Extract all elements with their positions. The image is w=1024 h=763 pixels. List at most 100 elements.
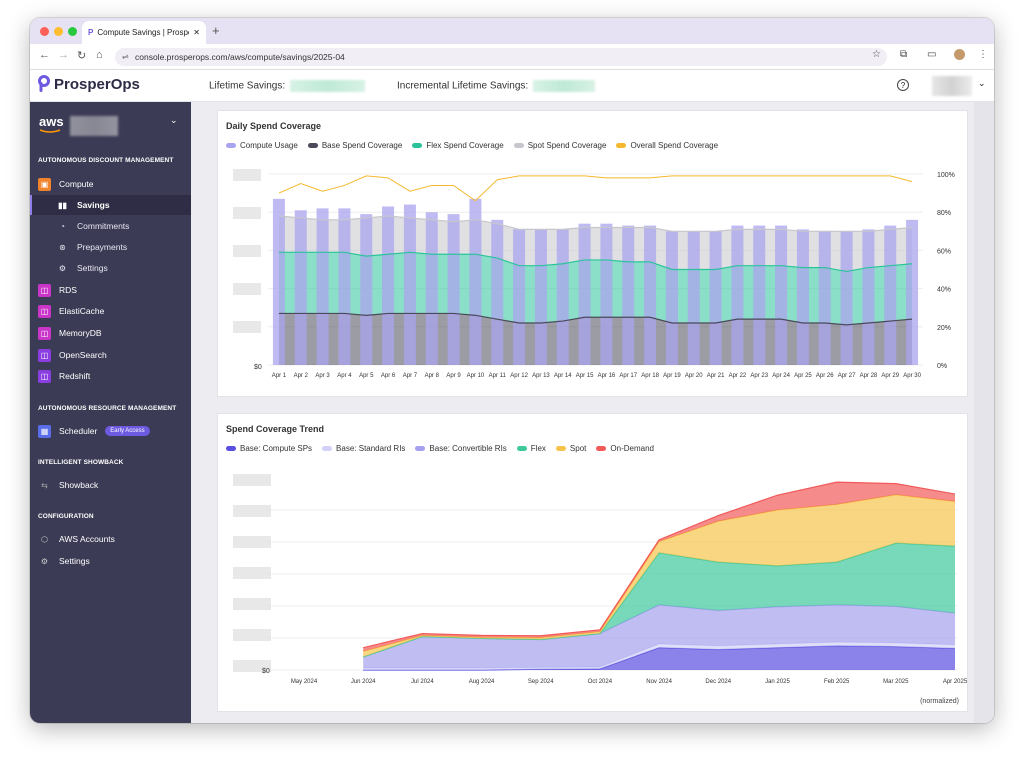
section-discount-management: AUTONOMOUS DISCOUNT MANAGEMENT <box>38 157 174 164</box>
main-content: Daily Spend Coverage Compute Usage Base S… <box>191 102 994 723</box>
sidebar-item-redshift[interactable]: ◫ Redshift <box>38 368 90 384</box>
sidebar-item-commitments[interactable]: ◔ Commitments <box>56 218 129 234</box>
spot-area <box>363 494 955 657</box>
maximize-window-icon[interactable] <box>68 27 77 36</box>
sidebar-item-aws-accounts[interactable]: ⬡ AWS Accounts <box>38 531 115 547</box>
legend-item-base-convertible-ris[interactable]: Base: Convertible RIs <box>415 444 507 453</box>
close-window-icon[interactable] <box>40 27 49 36</box>
new-tab-icon[interactable]: + <box>212 23 220 38</box>
compute-usage-bar <box>534 229 547 365</box>
y-axis-tick-label: 0% <box>937 363 947 370</box>
x-axis-tick-label: Apr 18 <box>641 373 659 379</box>
user-account-redacted[interactable] <box>932 76 972 96</box>
compute-usage-bar <box>578 223 591 365</box>
legend-item-flex[interactable]: Flex <box>516 444 546 453</box>
legend-item-overall-spend-coverage[interactable]: Overall Spend Coverage <box>616 141 718 150</box>
x-axis-tick-label: Apr 10 <box>467 373 485 379</box>
x-axis-tick-label: Mar 2025 <box>883 679 909 685</box>
x-axis-tick-label: Apr 22 <box>729 373 747 379</box>
sidebar: aws ⌄ AUTONOMOUS DISCOUNT MANAGEMENT ▣ C… <box>30 102 191 723</box>
legend-item-base-standard-ris[interactable]: Base: Standard RIs <box>322 444 405 453</box>
legend-item-base-compute-sps[interactable]: Base: Compute SPs <box>226 444 312 453</box>
sidebar-item-showback[interactable]: ⇆ Showback <box>38 477 98 493</box>
legend-item-flex-spend-coverage[interactable]: Flex Spend Coverage <box>412 141 504 150</box>
sidebar-item-label: OpenSearch <box>59 350 107 360</box>
address-bar-row: ← → ↻ ⌂ ⇌ console.prosperops.com/aws/com… <box>30 44 994 70</box>
account-chevron-down-icon[interactable]: ⌄ <box>170 115 178 125</box>
home-icon[interactable]: ⌂ <box>96 49 103 61</box>
x-axis-tick-label: Apr 26 <box>816 373 834 379</box>
sidebar-item-elasticache[interactable]: ◫ ElastiCache <box>38 303 104 319</box>
incremental-savings: Incremental Lifetime Savings: <box>397 80 595 92</box>
browser-window: P Compute Savings | ProsperOps ✕ + ← → ↻… <box>30 18 994 723</box>
sidebar-item-rds[interactable]: ◫ RDS <box>38 282 77 298</box>
x-axis-tick-label: Jun 2024 <box>351 679 376 685</box>
sidebar-item-settings[interactable]: ⚙ Settings <box>38 553 90 569</box>
compute-icon: ▣ <box>38 177 51 191</box>
x-axis-tick-label: Apr 9 <box>446 373 461 379</box>
base-standard-ris-area <box>363 642 955 670</box>
forward-icon[interactable]: → <box>58 49 69 61</box>
compute-usage-bar <box>796 229 809 365</box>
compute-usage-bar <box>272 198 285 365</box>
legend-swatch <box>513 143 524 148</box>
legend-item-spot[interactable]: Spot <box>555 444 586 453</box>
compute-usage-bar <box>338 208 351 365</box>
x-axis-tick-label: Apr 23 <box>750 373 768 379</box>
bookmark-star-icon[interactable]: ☆ <box>872 49 881 60</box>
browser-tab[interactable]: P Compute Savings | ProsperOps ✕ <box>82 21 206 44</box>
on-demand-line <box>363 481 956 649</box>
legend-label: Compute Usage <box>240 141 298 150</box>
x-axis-tick-label: Apr 7 <box>403 373 418 379</box>
minimize-window-icon[interactable] <box>54 27 63 36</box>
sidebar-item-label: Showback <box>59 480 99 490</box>
compute-usage-bar <box>491 219 504 365</box>
compute-usage-bar <box>665 231 678 365</box>
x-axis-tick-label: Oct 2024 <box>588 679 613 685</box>
url-field[interactable]: ⇌ console.prosperops.com/aws/compute/sav… <box>115 48 887 66</box>
compute-usage-bar <box>884 225 897 365</box>
spend-coverage-trend-chart: $0 May 2024 Jun 2024 Jul 2024 Aug 2024 Sep 20… <box>233 474 968 685</box>
profile-avatar[interactable] <box>954 49 965 60</box>
sidebar-item-compute[interactable]: ▣ Compute <box>38 176 94 192</box>
prosperops-favicon-icon: P <box>88 28 94 37</box>
site-info-icon[interactable]: ⇌ <box>122 52 129 61</box>
legend-swatch <box>516 446 527 451</box>
overall-spend-coverage-line <box>278 175 913 202</box>
chart-legend: Compute Usage Base Spend Coverage Flex Spe… <box>226 141 718 150</box>
x-axis-tick-label: Apr 24 <box>772 373 790 379</box>
close-tab-icon[interactable]: ✕ <box>193 28 200 37</box>
browser-menu-icon[interactable]: ⋮ <box>978 49 988 60</box>
sidebar-item-prepayments[interactable]: ⊛ Prepayments <box>56 239 127 255</box>
legend-item-compute-usage[interactable]: Compute Usage <box>226 141 298 150</box>
reload-icon[interactable]: ↻ <box>77 50 87 62</box>
x-axis-tick-label: Apr 14 <box>554 373 572 379</box>
compute-usage-bar <box>906 219 919 365</box>
y-axis-tick-label: 80% <box>937 210 951 217</box>
prosperops-logo[interactable]: ProsperOps <box>38 75 140 93</box>
legend-item-spot-spend-coverage[interactable]: Spot Spend Coverage <box>513 141 606 150</box>
legend-item-base-spend-coverage[interactable]: Base Spend Coverage <box>307 141 402 150</box>
url-text: console.prosperops.com/aws/compute/savin… <box>135 52 345 62</box>
extensions-icon[interactable]: ⧉ <box>900 49 908 60</box>
sidebar-item-label: Commitments <box>77 221 130 231</box>
normalized-note: (normalized) <box>920 698 959 705</box>
sidebar-item-memorydb[interactable]: ◫ MemoryDB <box>38 325 102 341</box>
back-icon[interactable]: ← <box>39 49 50 61</box>
sidebar-item-scheduler[interactable]: ▦ Scheduler Early Access <box>38 423 150 439</box>
help-icon[interactable]: ? <box>897 79 909 91</box>
scrollbar-track[interactable] <box>974 102 994 723</box>
legend-swatch <box>226 143 236 148</box>
chevron-down-icon[interactable]: ⌄ <box>978 78 986 88</box>
reader-icon[interactable]: ▭ <box>927 49 937 60</box>
y-axis-tick-label: 100% <box>937 172 955 179</box>
legend-item-on-demand[interactable]: On-Demand <box>596 444 654 453</box>
compute-usage-bar <box>622 225 635 365</box>
daily-spend-coverage-chart: $0 0% 20% 40% 60% 80% 100% Apr 1 Apr 2 Apr 3 Apr 4… <box>233 169 955 379</box>
sidebar-item-compute-settings[interactable]: ⚙ Settings <box>56 260 108 276</box>
lifetime-savings: Lifetime Savings: <box>209 80 365 92</box>
x-axis-tick-label: Apr 1 <box>272 373 287 379</box>
sidebar-item-opensearch[interactable]: ◫ OpenSearch <box>38 347 107 363</box>
account-selector-redacted[interactable] <box>70 116 118 136</box>
sidebar-item-savings[interactable]: ▮▮ Savings <box>56 197 110 213</box>
